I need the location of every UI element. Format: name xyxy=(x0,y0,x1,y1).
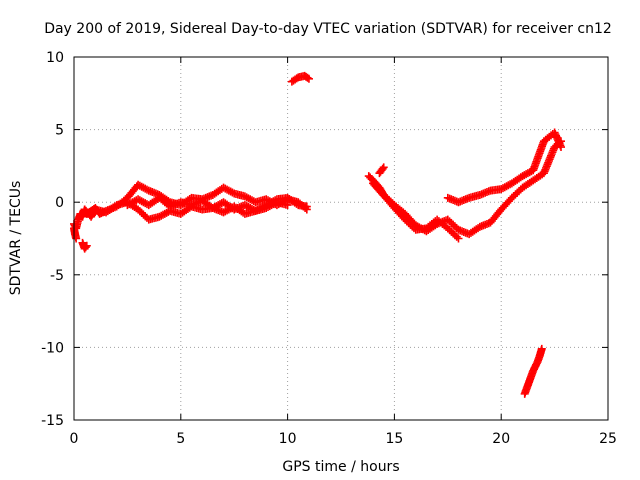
data-point-track-d xyxy=(72,234,81,243)
y-tick-label: -10 xyxy=(41,340,64,356)
chart-title: Day 200 of 2019, Sidereal Day-to-day VTE… xyxy=(44,21,612,37)
data-point-track-i xyxy=(557,143,566,152)
x-tick-label: 5 xyxy=(176,431,185,447)
plot-frame xyxy=(73,56,609,421)
y-axis-label: SDTVAR / TECUs xyxy=(8,181,24,296)
data-point-track-k xyxy=(537,344,546,353)
data-point-track-h xyxy=(454,234,463,243)
data-point-track-h xyxy=(452,232,461,241)
data-point-track-f xyxy=(304,74,313,83)
x-tick-labels: 0 5 10 15 20 25 xyxy=(70,431,617,447)
data-point-track-j xyxy=(379,163,388,172)
x-tick-label: 20 xyxy=(492,431,510,447)
grid-lines xyxy=(74,57,608,420)
data-point-track-j xyxy=(378,164,387,173)
data-point-track-a xyxy=(142,185,151,194)
data-point-track-b xyxy=(292,199,301,208)
data-point-track-h xyxy=(409,224,418,233)
data-point-track-b xyxy=(302,202,311,211)
y-tick-label: 10 xyxy=(46,50,64,66)
y-tick-label: -5 xyxy=(50,268,64,284)
data-point-track-b xyxy=(110,202,119,211)
data-point-track-e xyxy=(81,243,90,252)
data-point-track-c xyxy=(283,201,292,210)
data-point-track-a xyxy=(228,188,237,197)
y-tick-label: -15 xyxy=(41,413,64,429)
data-points xyxy=(70,71,566,398)
x-tick-label: 0 xyxy=(70,431,79,447)
x-tick-label: 15 xyxy=(385,431,403,447)
data-point-track-e xyxy=(82,241,91,250)
x-tick-label: 10 xyxy=(279,431,297,447)
axis-ticks xyxy=(73,56,609,421)
y-tick-label: 5 xyxy=(55,123,64,139)
y-tick-label: 0 xyxy=(55,195,64,211)
data-point-track-f xyxy=(303,73,312,82)
y-tick-labels: -15 -10 -5 0 5 10 xyxy=(41,50,64,429)
x-tick-label: 25 xyxy=(599,431,617,447)
x-axis-label: GPS time / hours xyxy=(282,459,399,475)
